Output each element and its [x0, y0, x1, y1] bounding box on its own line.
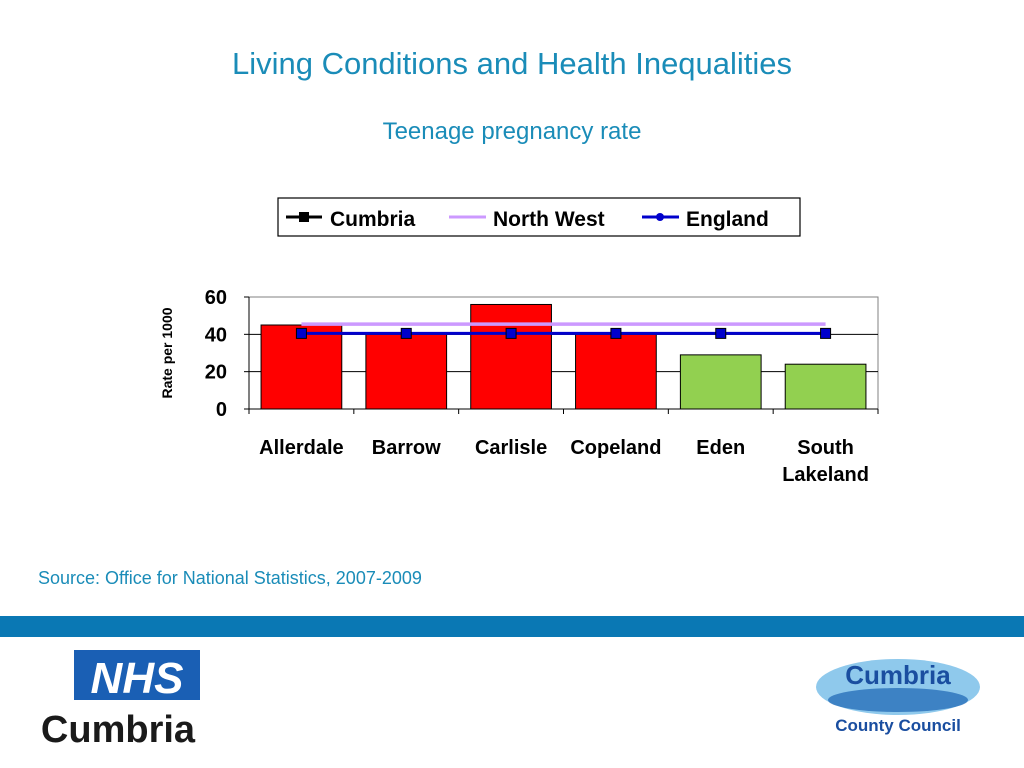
axes [244, 296, 879, 414]
chart: Cumbria North West England Rate per 1000… [159, 197, 879, 486]
y-tick-label: 40 [205, 324, 227, 346]
slide-subtitle: Teenage pregnancy rate [382, 118, 642, 145]
nhs-badge [74, 650, 200, 700]
marker-england-0 [295, 327, 307, 339]
council-logo-name: Cumbria [845, 660, 951, 690]
slide-title: Living Conditions and Health Inequalitie… [231, 46, 793, 81]
x-tick-label-carlisle: Carlisle [475, 437, 547, 459]
marker-england-5 [820, 327, 832, 339]
x-tick-label-barrow: Barrow [372, 437, 441, 459]
bars [260, 303, 867, 410]
bar-carlisle [470, 303, 552, 410]
y-tick-labels: 0 20 40 60 [205, 287, 227, 421]
y-axis-title: Rate per 1000 [159, 307, 175, 398]
legend-label-cumbria: Cumbria [330, 208, 416, 231]
x-tick-label-south-lakeland: South Lakeland [782, 437, 869, 486]
bar-barrow [365, 333, 448, 410]
x-tick-label-allerdale: Allerdale [259, 437, 343, 459]
nhs-name-text: Cumbria [41, 709, 196, 748]
legend-item-england: England [642, 208, 769, 231]
legend-box [277, 197, 801, 237]
marker-england-4 [715, 327, 727, 339]
source-note: Source: Office for National Statistics, … [38, 568, 422, 588]
marker-england-1 [400, 327, 412, 339]
legend-label-north-west: North West [493, 208, 605, 231]
x-tick-labels: Allerdale Barrow Carlisle Copeland Eden South… [259, 437, 869, 486]
legend-label-england: England [686, 208, 769, 231]
series-lines [295, 322, 832, 339]
bar-south-lakeland [784, 363, 867, 410]
marker-england-3 [610, 327, 622, 339]
nhs-cumbria-logo: NHS Cumbria [41, 650, 200, 748]
bar-eden [679, 354, 762, 410]
plot-area [248, 296, 879, 410]
cumbria-county-council-logo: Cumbria County Council [816, 659, 980, 735]
chart-legend: Cumbria North West England [277, 197, 801, 237]
legend-item-north-west: North West [449, 208, 605, 231]
marker-england-2 [505, 327, 517, 339]
council-logo-subtitle: County Council [835, 716, 961, 735]
footer-band [0, 616, 1024, 637]
legend-item-cumbria: Cumbria [286, 208, 416, 231]
y-tick-label: 0 [216, 399, 227, 421]
y-tick-label: 20 [205, 362, 227, 384]
y-tick-label: 60 [205, 287, 227, 309]
x-tick-label-copeland: Copeland [570, 437, 661, 459]
nhs-badge-text: NHS [91, 654, 184, 703]
x-tick-label-eden: Eden [696, 437, 745, 459]
bar-copeland [575, 333, 657, 410]
